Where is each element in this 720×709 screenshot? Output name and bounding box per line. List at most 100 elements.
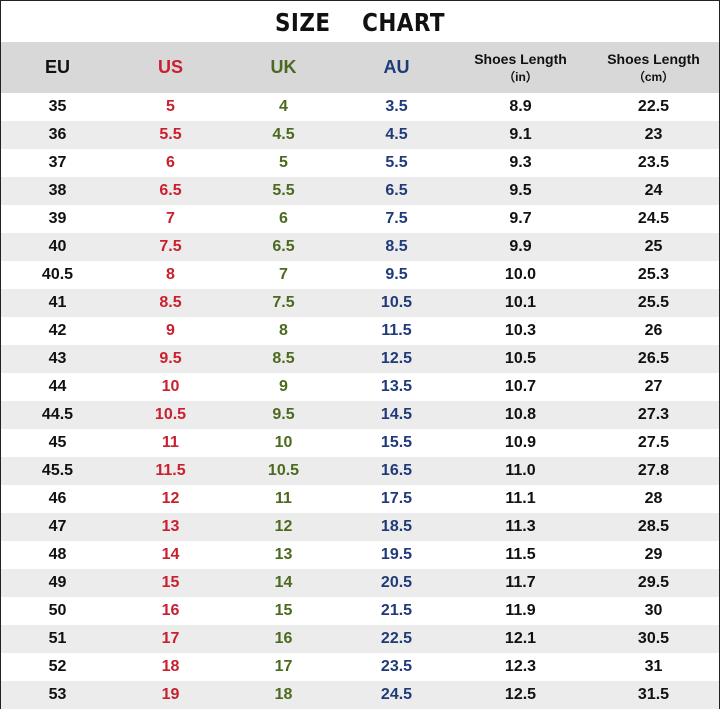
cell-cm: 25.3 (637, 266, 670, 283)
cell-in: 12.1 (504, 630, 537, 647)
cell-eu: 36 (48, 126, 67, 143)
cell-us: 7 (166, 210, 175, 227)
cell-cm: 24 (644, 182, 663, 199)
table-row: 53 19 18 24.5 12.5 31.5 (1, 681, 719, 709)
cell-cm: 29 (644, 546, 663, 563)
cell-cm: 27.3 (637, 406, 670, 423)
cell-in: 11.1 (505, 490, 536, 507)
cell-au: 22.5 (380, 630, 413, 647)
header-length-cm: Shoes Length （cm） (588, 42, 719, 93)
cell-uk: 9 (279, 378, 288, 395)
table-row: 36 5.5 4.5 4.5 9.1 23 (1, 121, 719, 149)
cell-in: 9.3 (509, 154, 532, 171)
header-us: US (157, 57, 183, 77)
header-length-cm-unit: （cm） (632, 69, 675, 84)
cell-uk: 12 (274, 518, 293, 535)
cell-au: 5.5 (385, 154, 408, 171)
cell-eu: 45 (48, 434, 67, 451)
cell-cm: 24.5 (637, 210, 670, 227)
cell-eu: 47 (48, 518, 67, 535)
cell-in: 12.3 (504, 658, 537, 675)
cell-eu: 53 (48, 686, 67, 703)
cell-in: 9.7 (509, 210, 532, 227)
table-row: 51 17 16 22.5 12.1 30.5 (1, 625, 719, 653)
cell-us: 15 (161, 574, 180, 591)
cell-cm: 30 (644, 602, 663, 619)
table-row: 45.5 11.5 10.5 16.5 11.0 27.8 (1, 457, 719, 485)
cell-au: 11.5 (381, 322, 412, 339)
cell-cm: 22.5 (637, 98, 670, 115)
cell-in: 9.9 (509, 238, 532, 255)
table-row: 40 7.5 6.5 8.5 9.9 25 (1, 233, 719, 261)
cell-eu: 39 (48, 210, 67, 227)
table-row: 35 5 4 3.5 8.9 22.5 (1, 93, 719, 121)
cell-us: 10 (161, 378, 180, 395)
table-row: 44 10 9 13.5 10.7 27 (1, 373, 719, 401)
cell-uk: 8 (279, 322, 288, 339)
cell-in: 10.0 (504, 266, 537, 283)
cell-in: 11.9 (505, 602, 536, 619)
table-row: 49 15 14 20.5 11.7 29.5 (1, 569, 719, 597)
header-eu: EU (44, 57, 70, 77)
cell-uk: 4.5 (272, 126, 295, 143)
cell-uk: 6 (279, 210, 288, 227)
cell-us: 18 (161, 658, 180, 675)
cell-cm: 31.5 (637, 686, 670, 703)
cell-us: 5 (166, 98, 175, 115)
cell-us: 17 (161, 630, 180, 647)
table-row: 43 9.5 8.5 12.5 10.5 26.5 (1, 345, 719, 373)
cell-cm: 26.5 (637, 350, 670, 367)
cell-in: 10.7 (504, 378, 537, 395)
cell-in: 12.5 (504, 686, 537, 703)
cell-au: 3.5 (385, 98, 408, 115)
cell-uk: 15 (274, 602, 293, 619)
header-length-in: Shoes Length （in） (453, 42, 588, 93)
cell-au: 4.5 (385, 126, 408, 143)
cell-eu: 35 (48, 98, 67, 115)
cell-us: 6.5 (159, 182, 182, 199)
cell-us: 7.5 (159, 238, 182, 255)
cell-uk: 7 (279, 266, 288, 283)
header-uk: UK (270, 57, 297, 77)
cell-eu: 44.5 (41, 406, 74, 423)
cell-eu: 44 (48, 378, 67, 395)
chart-title: SIZE CHART (275, 8, 445, 37)
cell-eu: 51 (48, 630, 67, 647)
cell-us: 8.5 (159, 294, 182, 311)
cell-cm: 23 (644, 126, 663, 143)
cell-us: 13 (161, 518, 180, 535)
cell-uk: 18 (274, 686, 293, 703)
cell-cm: 28.5 (637, 518, 670, 535)
cell-uk: 9.5 (272, 406, 295, 423)
cell-cm: 27 (644, 378, 663, 395)
cell-au: 19.5 (380, 546, 413, 563)
cell-eu: 41 (48, 294, 67, 311)
size-table: EU US UK AU Shoes Length （in） Shoes Leng… (1, 42, 719, 709)
cell-cm: 27.8 (637, 462, 670, 479)
cell-uk: 5.5 (272, 182, 295, 199)
cell-us: 8 (166, 266, 175, 283)
cell-au: 10.5 (380, 294, 413, 311)
cell-uk: 6.5 (272, 238, 295, 255)
cell-in: 11.3 (505, 518, 536, 535)
table-body: 35 5 4 3.5 8.9 22.5 36 5.5 4.5 4.5 9.1 23 37 6 5 5.5 9.3… (1, 93, 719, 709)
cell-au: 17.5 (380, 490, 413, 507)
table-row: 48 14 13 19.5 11.5 29 (1, 541, 719, 569)
cell-au: 18.5 (380, 518, 413, 535)
cell-au: 7.5 (385, 210, 408, 227)
cell-uk: 8.5 (272, 350, 295, 367)
cell-uk: 14 (274, 574, 293, 591)
header-length-in-label: Shoes Length (474, 50, 567, 67)
cell-in: 11.0 (505, 462, 536, 479)
table-row: 50 16 15 21.5 11.9 30 (1, 597, 719, 625)
cell-cm: 28 (644, 490, 663, 507)
table-row: 38 6.5 5.5 6.5 9.5 24 (1, 177, 719, 205)
cell-cm: 25.5 (637, 294, 670, 311)
table-row: 39 7 6 7.5 9.7 24.5 (1, 205, 719, 233)
cell-us: 19 (161, 686, 180, 703)
cell-cm: 26 (644, 322, 663, 339)
cell-au: 21.5 (380, 602, 413, 619)
cell-au: 23.5 (380, 658, 413, 675)
cell-au: 12.5 (380, 350, 413, 367)
